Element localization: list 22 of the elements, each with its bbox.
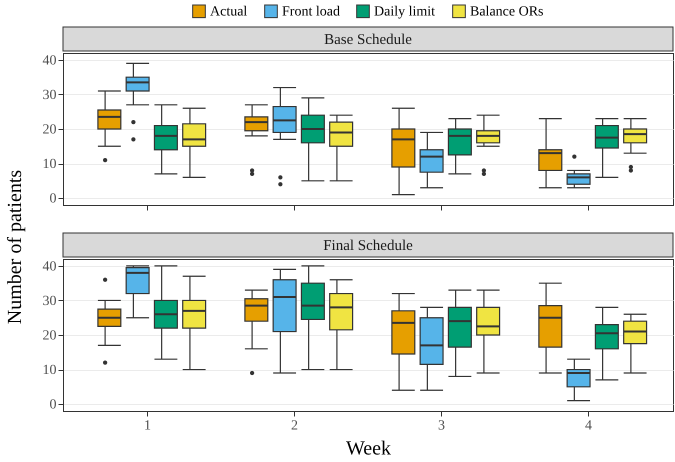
y-tick-label: 10 [42,363,56,378]
x-tick-label: 3 [438,418,445,434]
legend-label: Front load [282,4,340,20]
y-axis-title: Number of patients [3,168,27,326]
y-tick-label: 10 [42,157,56,172]
y-tick-label: 40 [42,53,56,68]
x-axis-title: Week [346,438,392,460]
legend-label: Balance ORs [470,4,544,20]
legend-label: Daily limit [374,4,436,20]
legend-label: Actual [210,4,248,20]
chart-title: Base Schedule [324,32,412,48]
y-tick-label: 0 [50,192,56,207]
y-tick-label: 30 [42,88,56,103]
chart-title: Final Schedule [323,238,414,254]
y-tick-label: 30 [42,294,56,309]
x-tick-label: 4 [584,418,592,434]
y-tick-label: 20 [42,328,56,344]
x-tick-label: 1 [144,418,152,434]
y-tick-label: 40 [42,259,56,274]
y-tick-label: 0 [50,398,56,413]
y-tick-label: 20 [42,122,56,138]
x-tick-label: 2 [291,418,298,434]
